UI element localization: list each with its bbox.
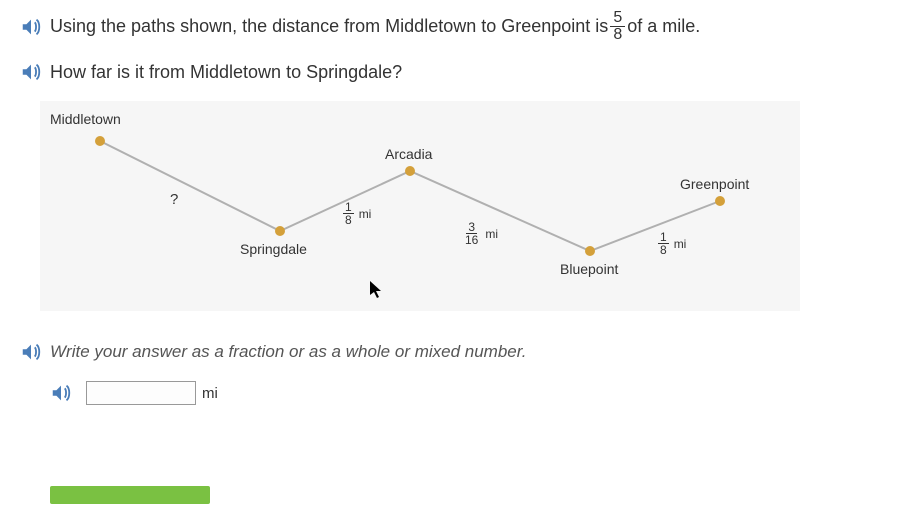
answer-row: mi bbox=[50, 381, 886, 405]
question-line-2: How far is it from Middletown to Springd… bbox=[20, 61, 886, 83]
audio-icon[interactable] bbox=[20, 61, 42, 83]
instruction-line: Write your answer as a fraction or as a … bbox=[20, 341, 886, 363]
question-text-2: How far is it from Middletown to Springd… bbox=[50, 62, 402, 83]
instruction-text: Write your answer as a fraction or as a … bbox=[50, 342, 527, 362]
label-springdale: Springdale bbox=[240, 241, 307, 257]
question-text-1a: Using the paths shown, the distance from… bbox=[50, 16, 608, 37]
dist-springdale-arcadia: 1 8 mi bbox=[340, 201, 371, 226]
audio-icon[interactable] bbox=[50, 382, 72, 404]
dist-bluepoint-greenpoint: 1 8 mi bbox=[655, 231, 686, 256]
cursor-icon bbox=[370, 281, 384, 299]
label-greenpoint: Greenpoint bbox=[680, 176, 749, 192]
label-middletown: Middletown bbox=[50, 111, 121, 127]
label-arcadia: Arcadia bbox=[385, 146, 432, 162]
question-text-1b: of a mile. bbox=[627, 16, 700, 37]
question-line-1: Using the paths shown, the distance from… bbox=[20, 10, 886, 43]
dist-arcadia-bluepoint: 3 16 mi bbox=[460, 221, 498, 246]
label-bluepoint: Bluepoint bbox=[560, 261, 618, 277]
label-question-mark: ? bbox=[170, 191, 178, 208]
audio-icon[interactable] bbox=[20, 16, 42, 38]
diagram-svg bbox=[40, 101, 800, 311]
answer-unit: mi bbox=[202, 385, 218, 402]
submit-button[interactable] bbox=[50, 486, 210, 504]
answer-input[interactable] bbox=[86, 381, 196, 405]
fraction-5-8: 5 8 bbox=[610, 10, 625, 43]
audio-icon[interactable] bbox=[20, 341, 42, 363]
path-diagram: Middletown Arcadia Springdale Bluepoint … bbox=[40, 101, 800, 311]
